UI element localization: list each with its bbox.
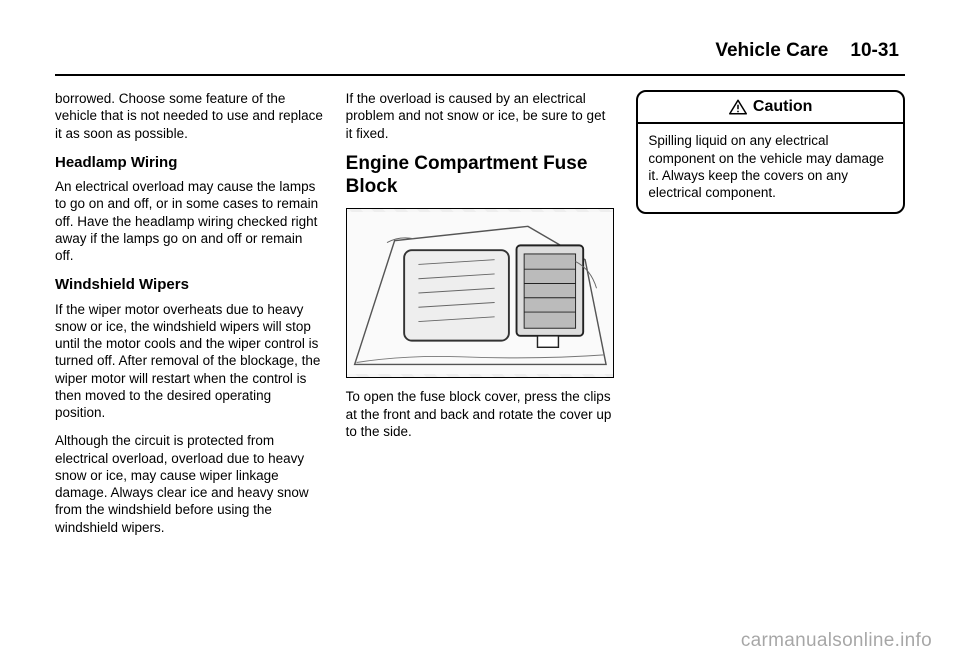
section-title: Vehicle Care xyxy=(715,40,828,62)
fuse-block-figure xyxy=(346,208,615,378)
manual-page: Vehicle Care 10-31 borrowed. Choose some… xyxy=(0,0,960,672)
warning-icon xyxy=(729,99,747,115)
column-2: If the overload is caused by an electric… xyxy=(346,90,615,547)
para: borrowed. Choose some feature of the veh… xyxy=(55,90,324,142)
caution-body: Spilling liquid on any electrical compon… xyxy=(638,124,903,211)
column-1: borrowed. Choose some feature of the veh… xyxy=(55,90,324,547)
para: If the overload is caused by an electric… xyxy=(346,90,615,142)
heading-fuse-block: Engine Compartment Fuse Block xyxy=(346,153,615,199)
caution-box: Caution Spilling liquid on any electrica… xyxy=(636,90,905,214)
para: An electrical overload may cause the lam… xyxy=(55,178,324,264)
engine-fuse-illustration xyxy=(347,209,614,377)
para: Although the circuit is protected from e… xyxy=(55,432,324,536)
page-header: Vehicle Care 10-31 xyxy=(55,40,905,62)
figure-caption: To open the fuse block cover, press the … xyxy=(346,388,615,440)
content-columns: borrowed. Choose some feature of the veh… xyxy=(55,90,905,547)
para: If the wiper motor overheats due to heav… xyxy=(55,301,324,422)
header-rule xyxy=(55,74,905,76)
page-number: 10-31 xyxy=(850,40,899,62)
subheading-headlamp: Headlamp Wiring xyxy=(55,153,324,172)
watermark-text: carmanualsonline.info xyxy=(741,630,932,652)
caution-header: Caution xyxy=(638,92,903,124)
column-3: Caution Spilling liquid on any electrica… xyxy=(636,90,905,547)
caution-label: Caution xyxy=(753,97,813,117)
subheading-wipers: Windshield Wipers xyxy=(55,275,324,294)
